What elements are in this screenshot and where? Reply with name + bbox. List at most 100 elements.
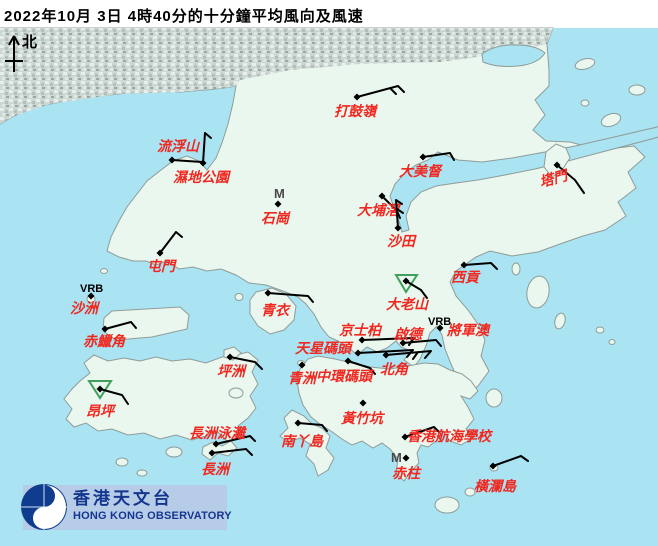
station-central-pier: 中環碼頭 [316,357,376,384]
station-dot [199,159,207,167]
station-tap-mun: 塔門 [538,161,585,194]
station-dot [460,261,468,269]
lantau-island [63,351,259,443]
station-ngong-ping: 昂坪 [86,380,129,419]
station-label: 中環碼頭 [316,368,375,384]
station-label: 濕地公園 [173,169,232,185]
station-dot [401,433,409,441]
station-sha-tin: 沙田 [387,199,417,249]
urban-area-shenzhen [0,28,553,124]
logo-english-text: HONG KONG OBSERVATORY [73,510,232,522]
vrb-indicator: VRB [428,316,451,328]
wind-barb [402,339,442,347]
wind-barb [215,435,256,445]
station-wong-chuk-hang: 黃竹坑 [340,399,386,426]
station-label: 昂坪 [86,403,117,419]
station-dot [353,93,361,101]
station-label: 赤鱲角 [83,333,126,349]
wind-barb [297,422,328,432]
station-tai-mei-tuk: 大美督 [399,152,455,179]
wind-barb [171,159,203,163]
logo-chinese-text: 香港天文台 [73,488,173,508]
wind-barb [422,152,455,161]
station-dot [382,351,390,359]
station-dot [344,357,352,365]
station-label: 屯門 [147,258,177,274]
station-dot [156,249,164,257]
station-dot [264,289,272,297]
station-dot [274,200,282,208]
wind-barb [385,350,432,360]
wind-barb [229,356,263,370]
station-dot [399,339,407,347]
station-label: 赤柱 [392,465,422,481]
station-label: 黃竹坑 [340,410,386,426]
wind-barb [463,262,498,270]
station-dot [359,399,367,407]
station-dot [419,153,427,161]
station-lau-fau-shan: 流浮山 [157,138,203,164]
station-label: 打鼓嶺 [334,103,378,119]
airport-island [102,306,190,341]
station-label: 將軍澳 [446,322,491,338]
station-stanley: M赤柱 [391,450,422,481]
station-ta-kwu-ling: 打鼓嶺 [334,85,405,119]
station-dot [87,292,95,300]
vrb-indicator: VRB [80,283,103,295]
station-dot [358,336,366,344]
emblem-swirl [33,485,66,529]
station-dot [96,385,104,393]
wind-barb [267,292,314,303]
mainland-new-territories [0,27,646,394]
station-waglan-island: 橫瀾島 [474,454,529,494]
m-indicator: M [274,186,285,201]
wind-barb [211,447,253,456]
station-green-island: 青洲 [288,361,319,386]
station-dot [354,349,362,357]
wind-barb [395,199,404,229]
station-label: 坪洲 [217,363,248,379]
station-dot [298,361,306,369]
station-cheung-chau: 長洲 [201,447,253,477]
station-label: 石崗 [261,210,291,226]
north-arrow-icon [5,35,23,72]
station-hk-sea-school: 香港航海學校 [401,426,494,444]
station-dot [489,462,497,470]
north-label: 北 [22,34,37,51]
station-label: 大埔滘 [357,202,402,218]
station-label: 長洲泳灘 [189,425,247,441]
station-label: 大老山 [386,296,430,312]
wind-barb [99,388,129,405]
station-sai-kung: 西貢 [451,261,498,285]
lamma-island-shape [279,409,335,477]
station-dot [294,419,302,427]
wind-barb [405,280,428,299]
station-label: 沙田 [387,233,417,249]
wind-barb [404,426,440,438]
wind-barb [492,454,529,467]
wind-barb [104,321,137,330]
station-sha-chau: VRB 沙洲 [70,283,103,316]
wind-barb [347,360,376,375]
wind-barb [356,85,405,98]
station-dot [402,454,410,462]
station-label: 沙洲 [70,300,101,316]
station-label: 北角 [380,361,409,377]
station-label: 青衣 [261,302,291,318]
station-label: 西貢 [451,269,481,285]
station-kai-tak: 啟德 [394,326,442,347]
station-dot [212,440,220,448]
station-dot [394,224,402,232]
station-label: 青洲 [288,370,319,386]
station-dot [226,353,234,361]
m-indicator: M [391,450,402,465]
station-label: 啟德 [394,326,425,342]
station-tates-cairn: 大老山 [386,274,430,312]
outlying-islets [86,58,646,514]
station-label: 長洲 [201,461,232,477]
station-dot [436,324,444,332]
station-dot [553,161,561,169]
tap-mun-island [543,143,571,178]
